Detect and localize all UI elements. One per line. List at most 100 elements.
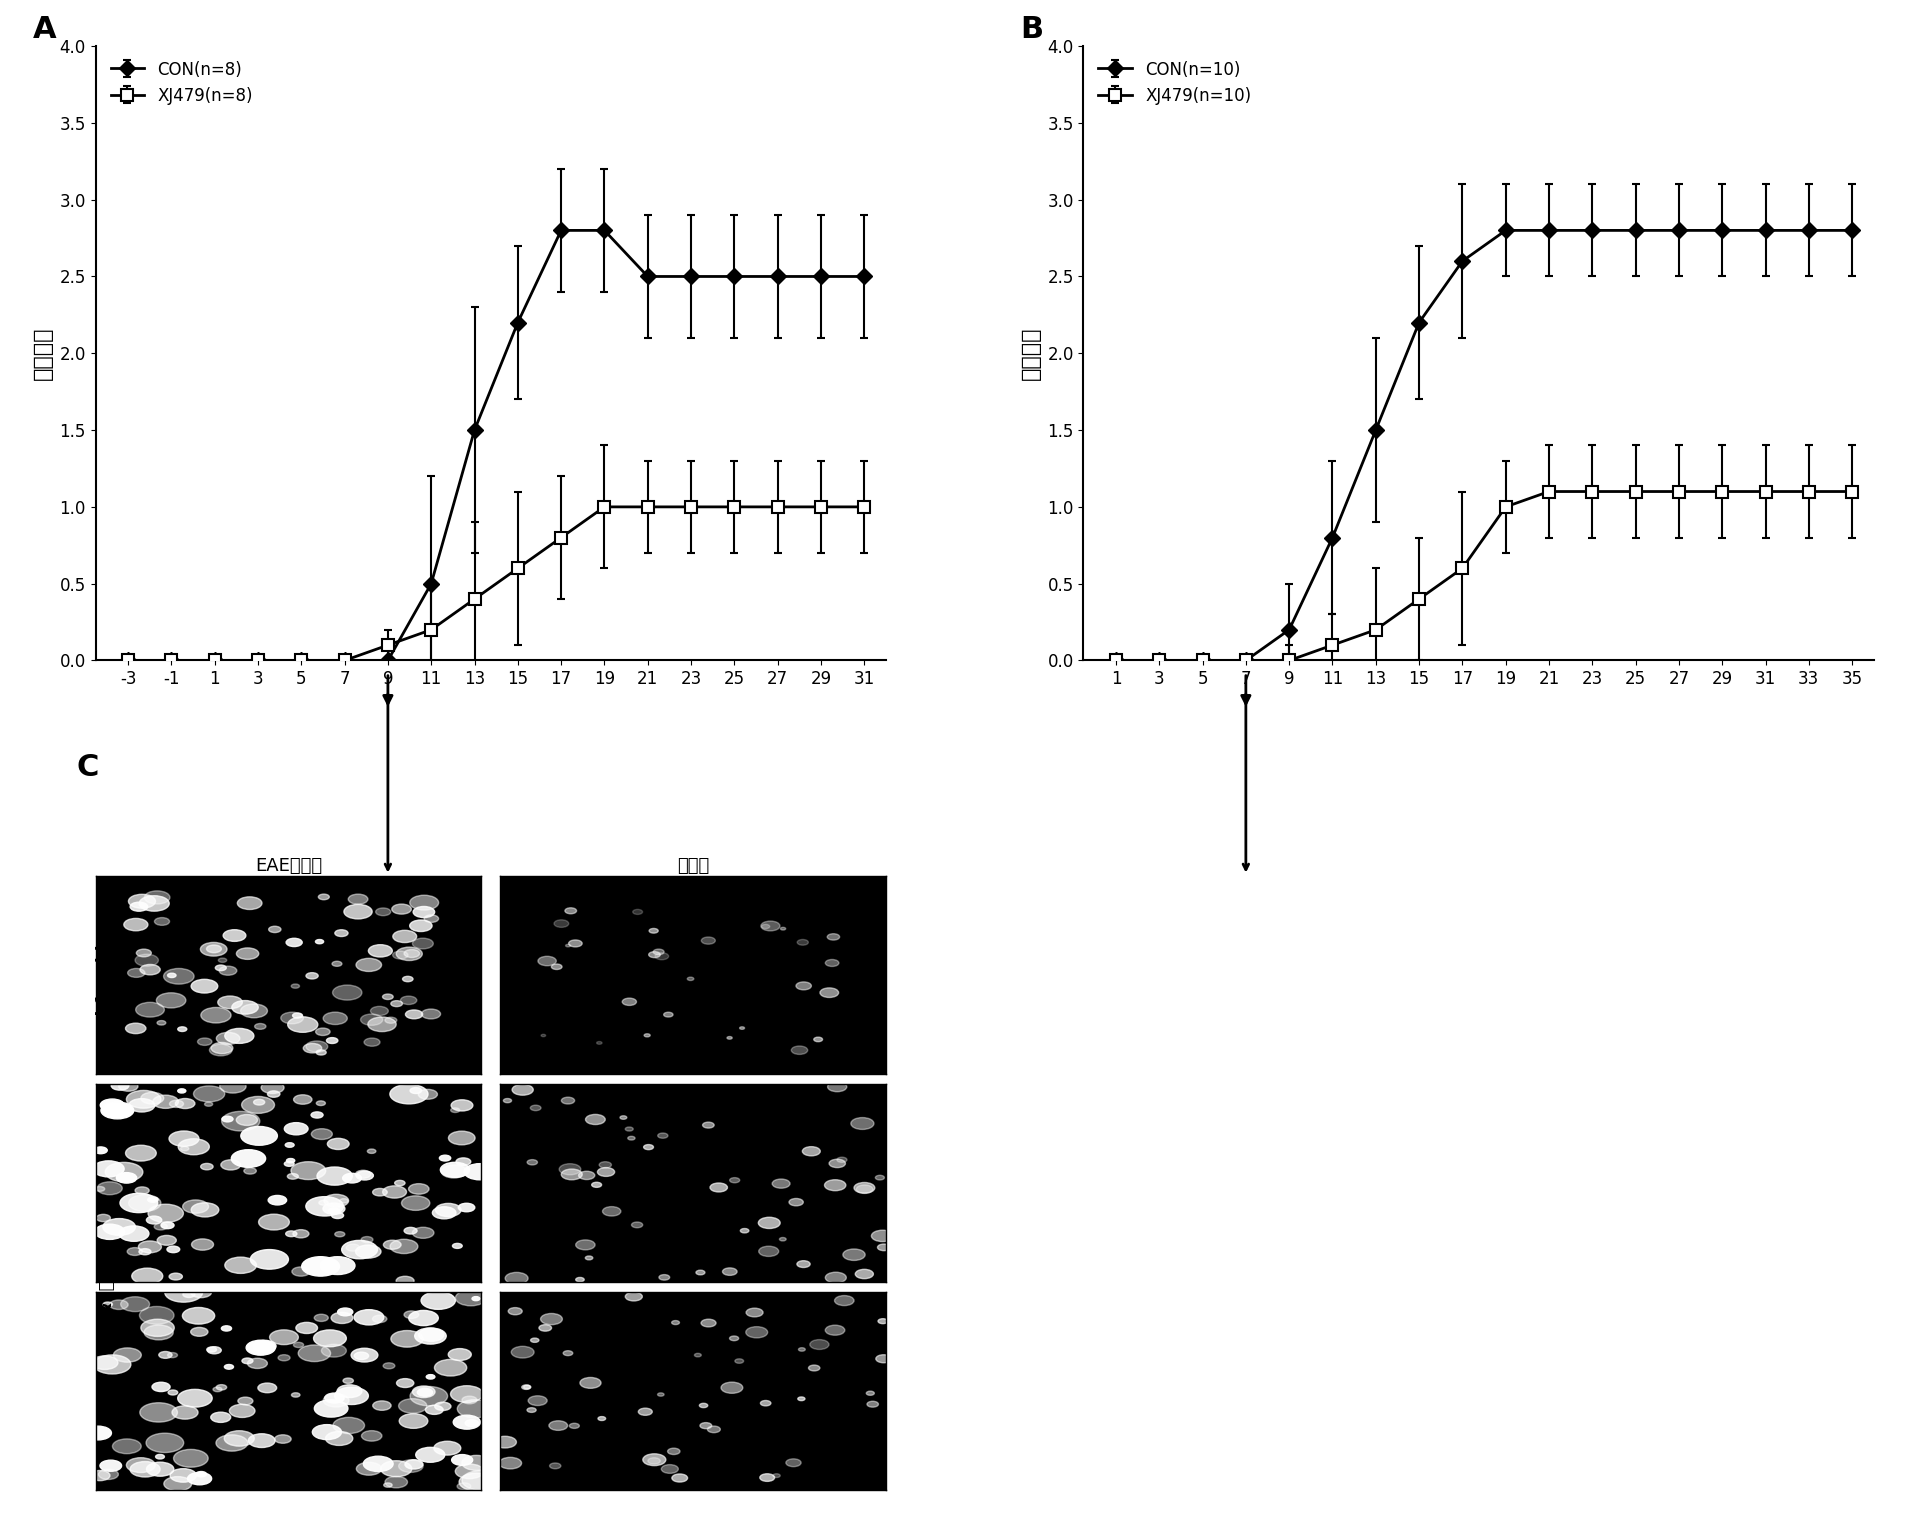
Circle shape [356,1246,380,1258]
Circle shape [222,1160,241,1170]
Circle shape [136,1187,149,1193]
Circle shape [648,952,660,957]
Circle shape [126,1458,155,1473]
Circle shape [564,908,577,914]
Circle shape [340,1198,348,1203]
Circle shape [382,994,394,1000]
Circle shape [803,1147,820,1157]
Circle shape [231,1150,266,1167]
Circle shape [258,1213,289,1230]
Circle shape [293,1267,310,1276]
Circle shape [656,952,669,960]
Circle shape [707,1425,721,1433]
Circle shape [120,1193,157,1212]
Circle shape [352,1349,379,1362]
Circle shape [323,1012,348,1025]
Circle shape [528,1396,547,1405]
Circle shape [455,1464,484,1479]
Circle shape [654,949,663,955]
Circle shape [317,1167,352,1186]
Circle shape [224,1430,254,1447]
Circle shape [117,1172,138,1183]
Circle shape [247,1341,275,1355]
Circle shape [184,1200,208,1213]
Circle shape [394,1180,405,1186]
Circle shape [361,1430,382,1441]
Circle shape [631,1223,642,1227]
Circle shape [524,1385,532,1389]
Circle shape [132,1269,163,1284]
Circle shape [384,1482,392,1487]
Circle shape [105,1163,143,1181]
Circle shape [287,938,302,946]
Circle shape [120,1296,149,1312]
Circle shape [392,931,417,943]
Circle shape [585,1115,606,1124]
Circle shape [419,1089,438,1100]
Circle shape [562,1097,576,1104]
Circle shape [398,1459,423,1473]
Circle shape [639,1409,652,1415]
Circle shape [130,902,147,911]
Text: A: A [33,15,55,45]
Circle shape [354,1352,369,1359]
Circle shape [287,1158,294,1163]
Circle shape [92,1356,119,1370]
Circle shape [206,945,222,952]
Circle shape [436,1203,461,1217]
Circle shape [459,1473,493,1491]
Circle shape [772,1180,790,1189]
Circle shape [644,1144,654,1149]
Circle shape [686,977,694,980]
Circle shape [344,905,373,919]
Circle shape [314,1315,329,1321]
Circle shape [315,1028,331,1035]
Circle shape [136,949,151,957]
Circle shape [721,1382,742,1393]
Circle shape [417,1389,432,1396]
Circle shape [876,1175,885,1180]
Circle shape [576,1240,595,1250]
Circle shape [761,1401,771,1405]
Circle shape [254,1023,266,1029]
Circle shape [157,1235,176,1246]
Circle shape [170,1468,197,1482]
Circle shape [296,1322,317,1333]
Circle shape [709,1183,727,1192]
Circle shape [409,1087,421,1094]
Circle shape [730,1336,738,1341]
Circle shape [415,1447,445,1462]
Circle shape [772,1473,780,1478]
Circle shape [671,1475,688,1482]
Text: H&E染色: H&E染色 [96,1269,115,1327]
Circle shape [126,1023,145,1034]
Circle shape [658,1393,663,1396]
Circle shape [660,1275,669,1279]
Circle shape [222,1326,231,1332]
Text: B: B [1021,15,1044,45]
Circle shape [826,960,839,966]
Circle shape [155,1455,164,1459]
Circle shape [191,1287,212,1298]
Circle shape [206,1347,222,1353]
Circle shape [855,1183,876,1193]
Circle shape [157,1020,166,1025]
Circle shape [696,1270,706,1275]
Circle shape [141,1319,174,1336]
Circle shape [786,1459,801,1467]
Circle shape [866,1401,878,1407]
Circle shape [746,1309,763,1316]
Circle shape [403,977,413,982]
Circle shape [369,945,392,957]
Circle shape [459,1203,474,1212]
Circle shape [315,1101,325,1106]
Circle shape [191,1240,214,1250]
Circle shape [243,1358,252,1364]
Circle shape [512,1084,533,1095]
Circle shape [549,1462,560,1468]
Circle shape [390,1084,428,1104]
Circle shape [293,1342,304,1347]
Circle shape [275,1435,291,1444]
Circle shape [451,1100,472,1111]
Y-axis label: 临床评分: 临床评分 [33,327,52,379]
